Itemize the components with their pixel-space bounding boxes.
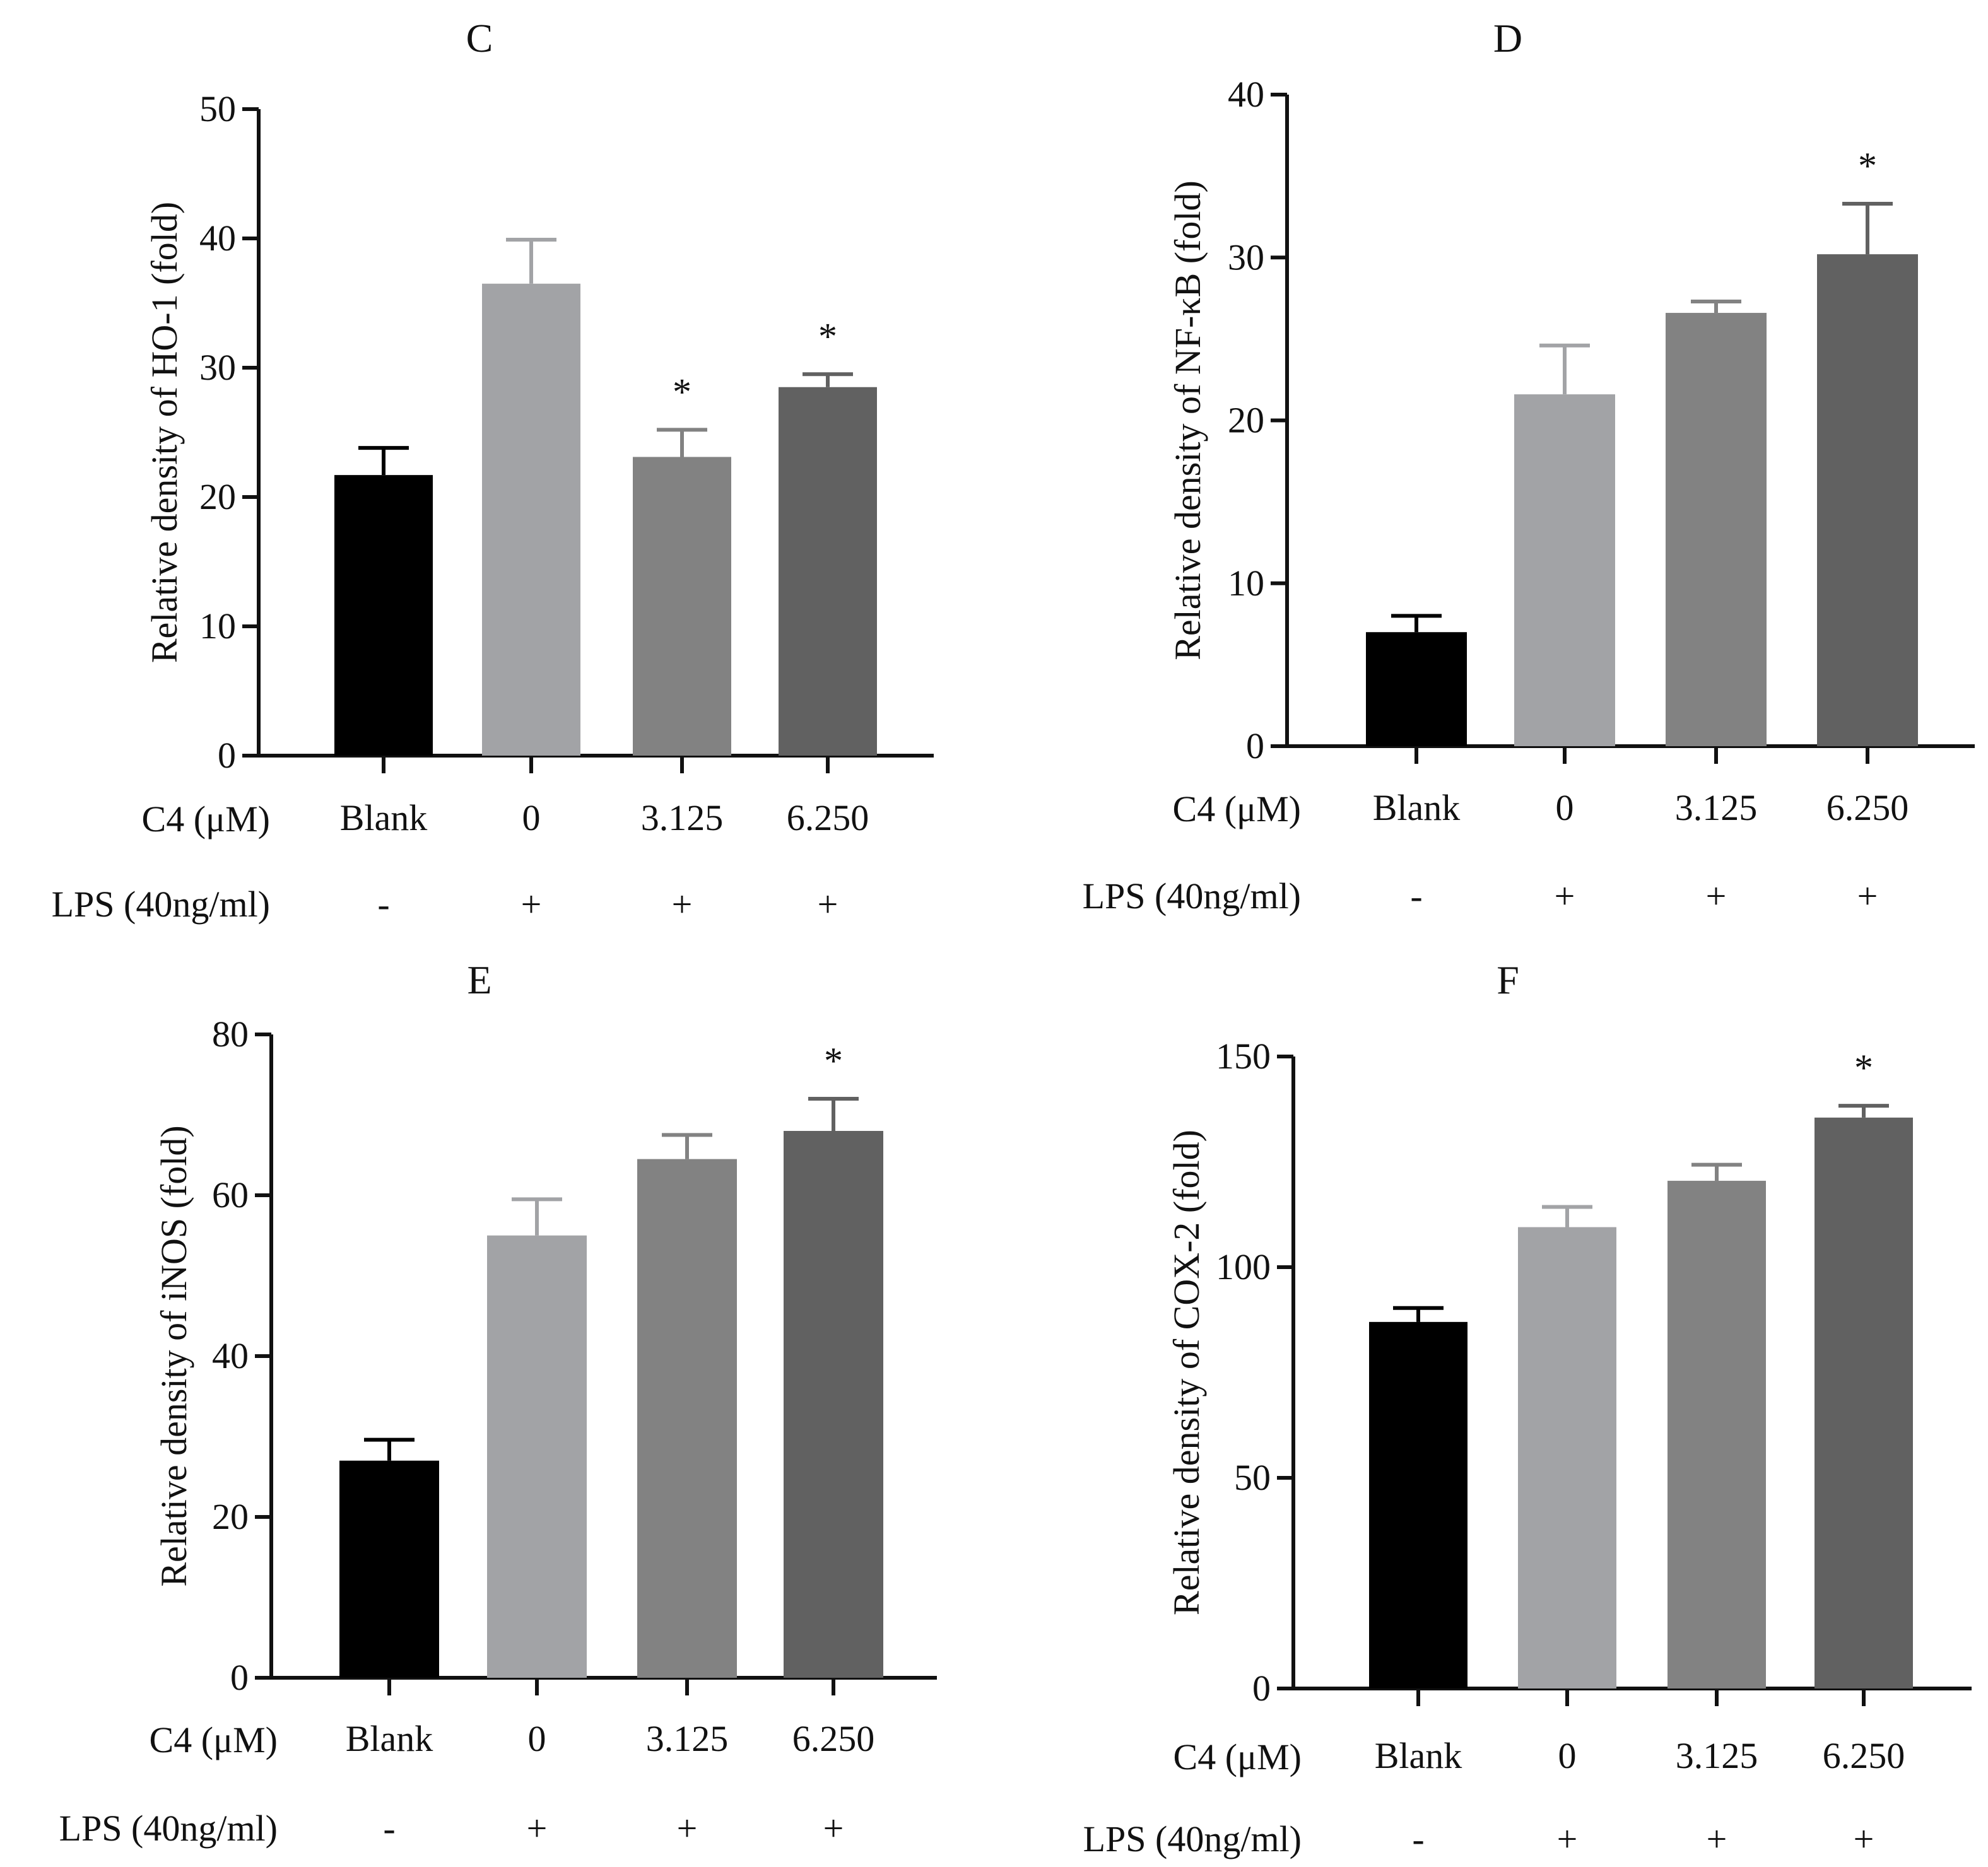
bar [487, 1235, 587, 1678]
row-label-lps: LPS (40ng/ml) [1083, 875, 1301, 916]
significance-marker: * [1854, 1047, 1873, 1089]
row-label-c4: C4 (μM) [142, 799, 270, 840]
y-tick-label: 0 [1252, 1668, 1271, 1709]
y-tick-label: 20 [212, 1496, 249, 1537]
y-tick-label: 50 [199, 88, 236, 129]
y-tick-label: 40 [212, 1335, 249, 1376]
x-tick-label: 3.125 [646, 1718, 729, 1759]
x-tick-label: 0 [1556, 787, 1574, 828]
x-tick-label: 3.125 [1675, 787, 1758, 828]
lps-label: + [818, 884, 838, 925]
lps-label: + [823, 1808, 844, 1849]
x-tick-label: Blank [1375, 1735, 1462, 1776]
significance-marker: * [673, 371, 691, 413]
lps-label: - [383, 1808, 395, 1849]
y-tick-label: 80 [212, 1014, 249, 1055]
panel-title: C [466, 16, 493, 61]
x-tick-label: 0 [522, 797, 541, 838]
x-tick-label: 0 [528, 1718, 546, 1759]
chart-panel-d: D 0 10 20 30 40 Relative density of NF-κB (fol… [1083, 16, 1975, 916]
lps-label: + [1854, 1818, 1874, 1859]
y-tick-label: 10 [199, 606, 236, 647]
y-tick-label: 0 [1246, 725, 1264, 766]
chart-panel-f: F 0 50 100 150 Relative density of COX-2 (fol… [1083, 957, 1972, 1859]
significance-marker: * [1858, 145, 1877, 187]
x-tick-label: 6.250 [1826, 787, 1909, 828]
chart-panel-e: E 0 20 40 60 80 Relative density of iNOS (fold… [59, 957, 937, 1849]
y-tick-label: 20 [199, 476, 236, 517]
y-axis-label: Relative density of iNOS (fold) [153, 1125, 194, 1586]
y-tick-label: 40 [199, 218, 236, 259]
x-tick-label: 3.125 [1676, 1735, 1758, 1776]
bar [1518, 1227, 1616, 1688]
lps-label: + [521, 884, 542, 925]
lps-label: + [1857, 875, 1878, 916]
y-tick-label: 0 [230, 1657, 249, 1698]
y-tick-label: 10 [1228, 563, 1264, 604]
x-tick-label: 0 [1558, 1735, 1577, 1776]
y-tick-label: 50 [1234, 1457, 1271, 1498]
lps-label: + [677, 1808, 698, 1849]
row-label-c4: C4 (μM) [1173, 788, 1301, 829]
x-tick-label: Blank [346, 1718, 433, 1759]
lps-label: + [527, 1808, 548, 1849]
bar [1366, 632, 1467, 746]
x-tick-label: 6.250 [787, 797, 869, 838]
panel-title: F [1497, 957, 1519, 1002]
y-axis-label: Relative density of HO-1 (fold) [144, 202, 185, 663]
bar [779, 387, 877, 756]
row-label-lps: LPS (40ng/ml) [52, 884, 270, 925]
row-label-c4: C4 (μM) [150, 1719, 278, 1760]
lps-label: + [1555, 875, 1575, 916]
x-tick-label: 6.250 [792, 1718, 875, 1759]
y-tick-label: 40 [1228, 74, 1264, 115]
lps-label: + [1706, 875, 1727, 916]
significance-marker: * [818, 315, 837, 357]
y-tick-label: 20 [1228, 400, 1264, 441]
lps-label: - [1410, 875, 1422, 916]
x-tick-label: 3.125 [641, 797, 724, 838]
lps-label: - [1412, 1818, 1424, 1859]
row-label-lps: LPS (40ng/ml) [59, 1808, 278, 1849]
lps-label: + [1557, 1818, 1578, 1859]
significance-marker: * [824, 1040, 843, 1082]
chart-panel-c: C 0 10 20 30 40 50 Relative density of HO-1 (fo… [52, 16, 934, 925]
bar [482, 283, 580, 756]
y-axis-label: Relative density of COX-2 (fold) [1166, 1130, 1207, 1615]
bar [1667, 1181, 1766, 1688]
bar [1666, 313, 1767, 746]
y-tick-label: 30 [1228, 237, 1264, 278]
y-tick-label: 0 [218, 735, 236, 776]
row-label-c4: C4 (μM) [1173, 1736, 1302, 1777]
y-axis-label: Relative density of NF-κB (fold) [1167, 180, 1208, 660]
bar [334, 475, 433, 756]
lps-label: - [377, 884, 389, 925]
bar [1514, 394, 1615, 746]
y-tick-label: 100 [1216, 1246, 1271, 1287]
panel-title: D [1493, 16, 1522, 61]
row-label-lps: LPS (40ng/ml) [1083, 1818, 1302, 1859]
panel-title: E [467, 957, 491, 1002]
bar [1814, 1117, 1913, 1688]
bar [339, 1460, 439, 1678]
bar [784, 1131, 883, 1678]
x-tick-label: Blank [1373, 787, 1461, 828]
lps-label: + [1707, 1818, 1727, 1859]
bar [1369, 1321, 1467, 1688]
bar [1817, 254, 1918, 747]
bar [637, 1159, 737, 1678]
x-tick-label: Blank [340, 797, 428, 838]
y-tick-label: 150 [1216, 1036, 1271, 1077]
bar [633, 457, 731, 756]
x-tick-label: 6.250 [1823, 1735, 1905, 1776]
y-tick-label: 60 [212, 1174, 249, 1215]
lps-label: + [672, 884, 693, 925]
y-tick-label: 30 [199, 347, 236, 388]
